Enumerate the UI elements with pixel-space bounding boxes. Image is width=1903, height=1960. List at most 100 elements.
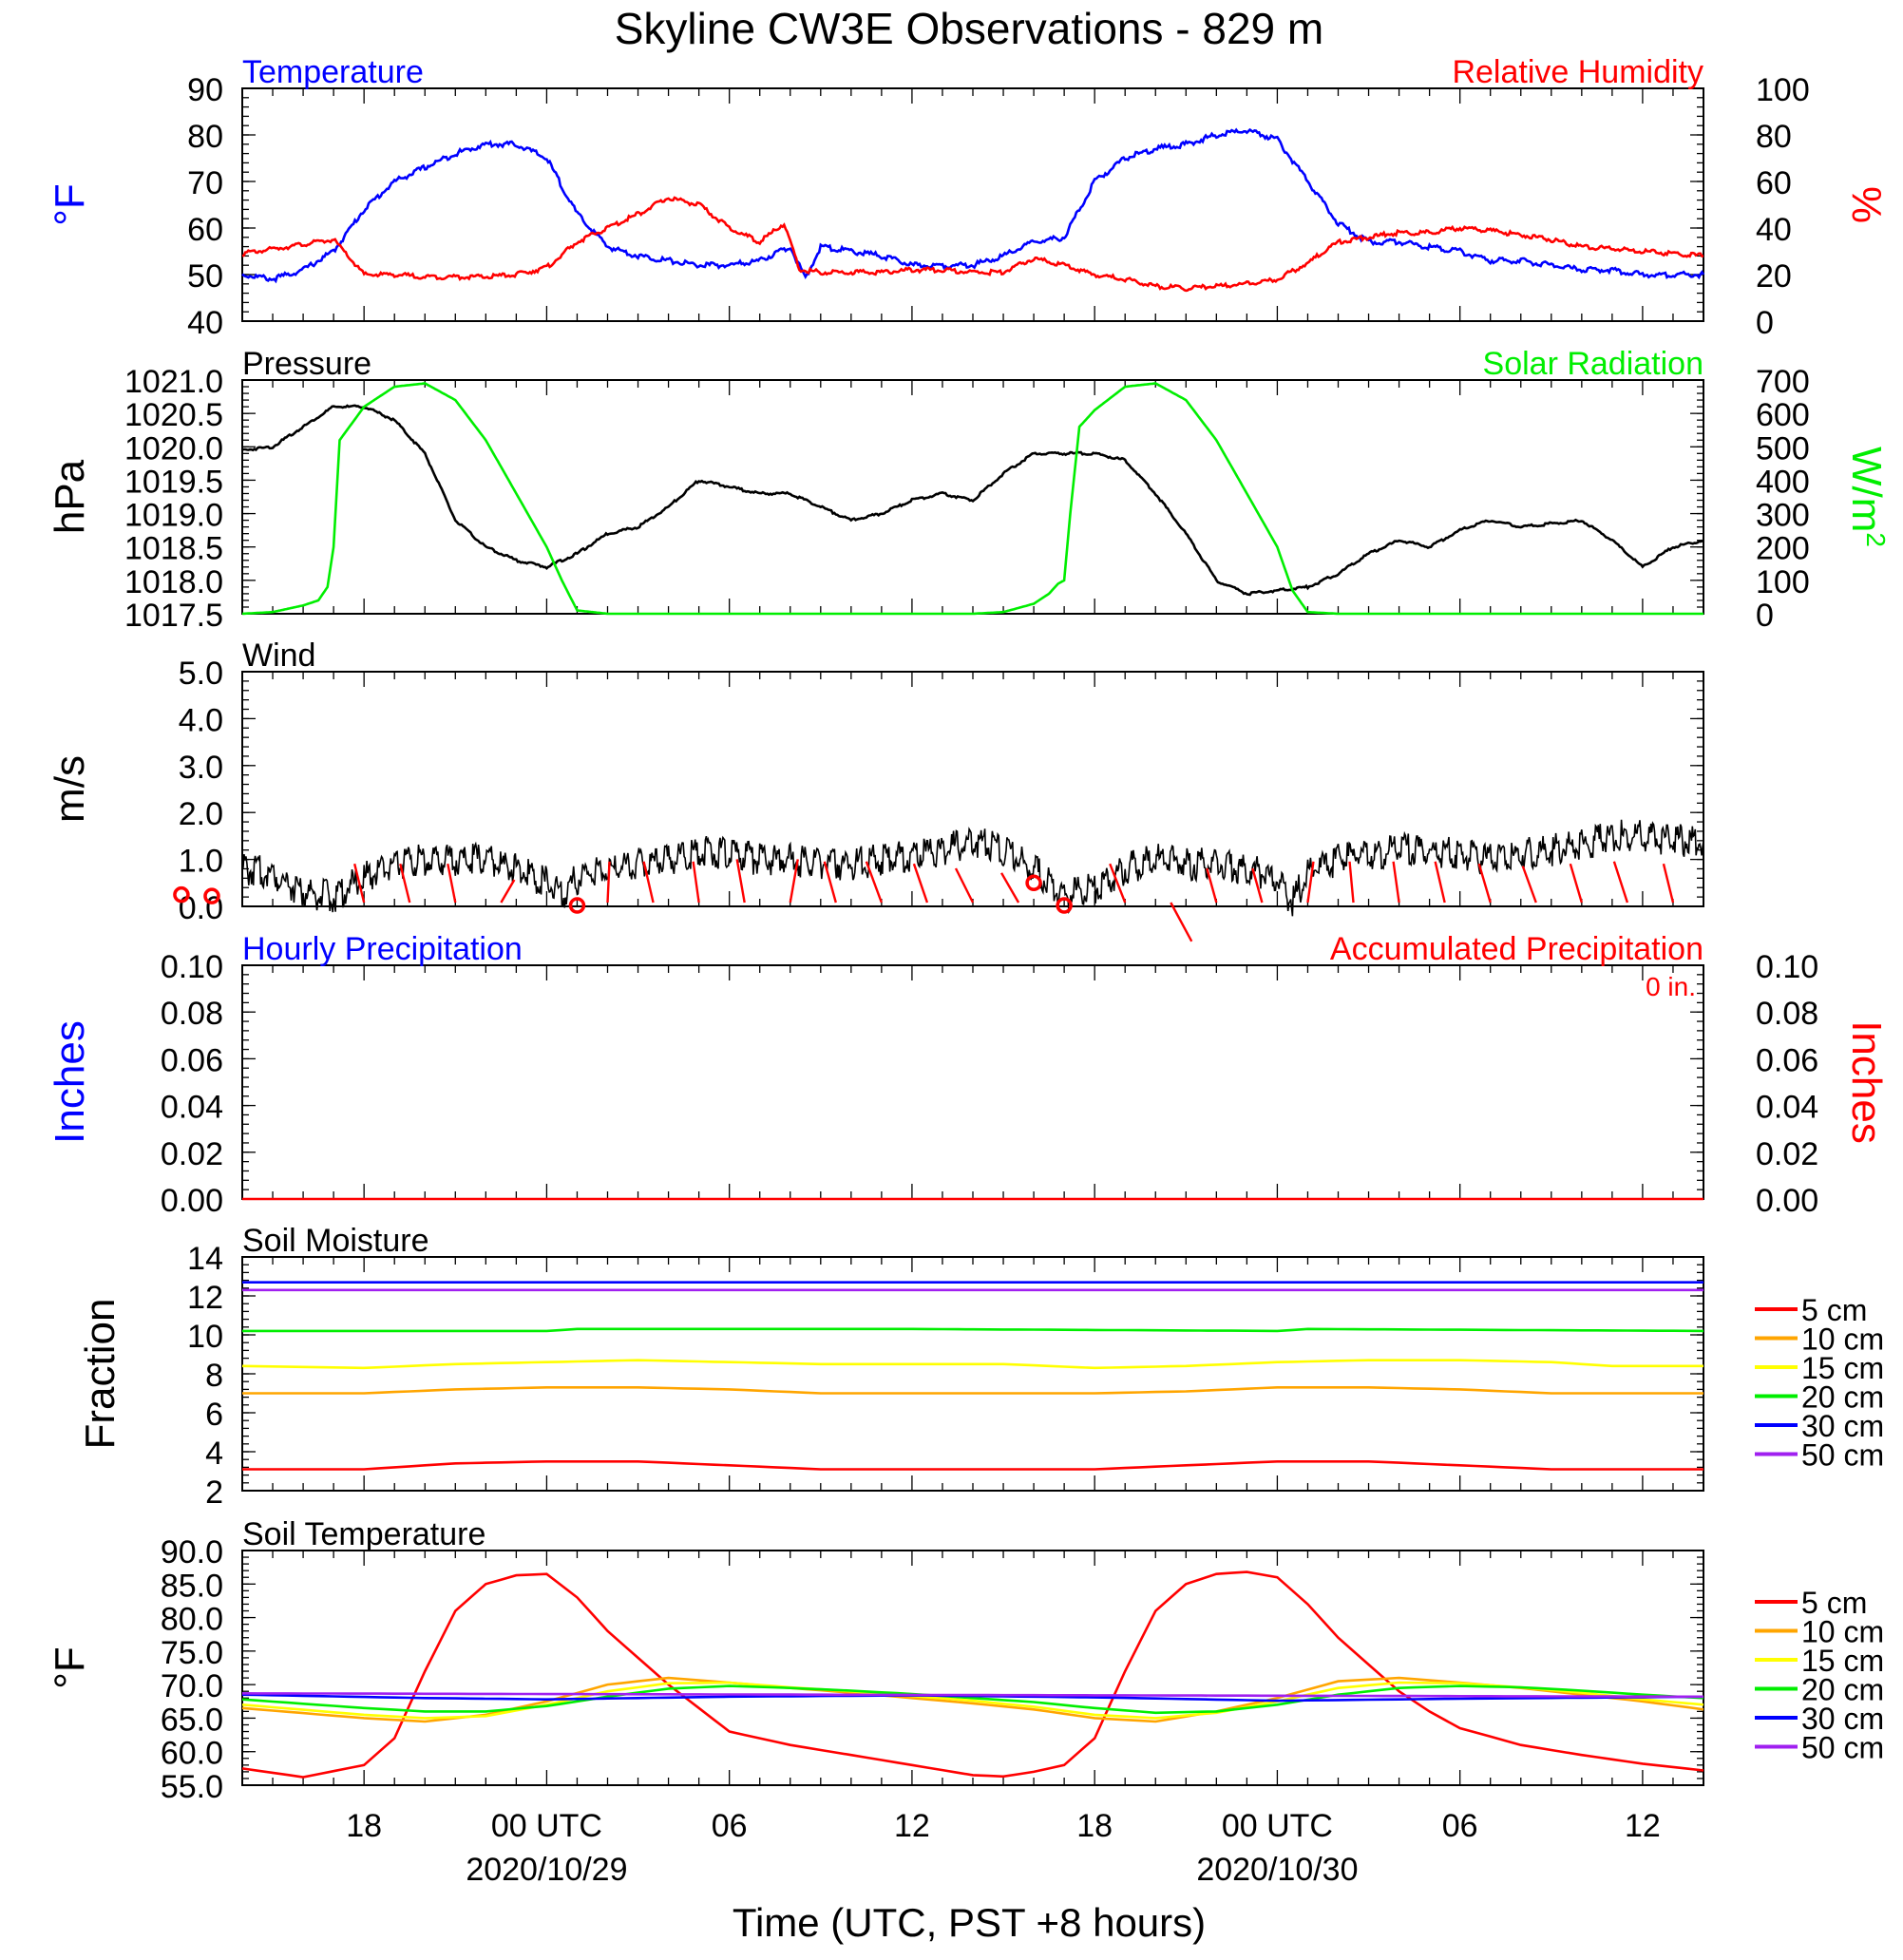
y-tick-label-left: 55.0 xyxy=(161,1769,223,1805)
x-tick-label: 18 xyxy=(346,1808,382,1844)
y-tick-label-left: 1018.5 xyxy=(124,531,223,567)
x-tick-label: 12 xyxy=(1625,1808,1661,1844)
legend-label: 15 cm xyxy=(1801,1644,1884,1678)
y-tick-label-left: 14 xyxy=(187,1241,223,1277)
wind-barb xyxy=(1251,867,1264,904)
y-tick-label-right: 500 xyxy=(1756,430,1810,466)
legend-label: 20 cm xyxy=(1801,1380,1884,1415)
y-tick-label-left: 90.0 xyxy=(161,1534,223,1570)
wind-barb xyxy=(1306,861,1315,904)
panel-title-right: Accumulated Precipitation xyxy=(1330,931,1703,967)
y-axis-label-left: °F xyxy=(47,1646,93,1688)
wind-barb xyxy=(692,861,700,904)
y-axis-label-left: Inches xyxy=(47,1020,93,1144)
series-20-cm xyxy=(242,1327,1704,1333)
wind-barb xyxy=(1109,863,1127,904)
y-tick-label-left: 50 xyxy=(187,258,223,295)
panel-title-left: Wind xyxy=(242,637,315,674)
legend-label: 30 cm xyxy=(1801,1409,1884,1443)
legend-label: 5 cm xyxy=(1801,1586,1867,1620)
legend-label: 50 cm xyxy=(1801,1731,1884,1765)
precip-total-label: 0 in. xyxy=(1646,972,1696,1001)
plot-frame xyxy=(241,379,1704,615)
panel-title-left: Soil Moisture xyxy=(242,1223,429,1259)
wind-barb xyxy=(912,863,929,904)
legend-label: 30 cm xyxy=(1801,1702,1884,1736)
y-tick-label-left: 1019.0 xyxy=(124,498,223,534)
series-15-cm xyxy=(241,1681,1704,1720)
series-pressure xyxy=(241,404,1704,597)
legend-label: 15 cm xyxy=(1801,1351,1884,1385)
legend-label: 5 cm xyxy=(1801,1293,1867,1327)
y-tick-label-left: 1017.5 xyxy=(124,598,223,634)
y-tick-label-left: 2 xyxy=(205,1475,223,1511)
wind-barb xyxy=(1170,902,1193,942)
y-tick-label-left: 65.0 xyxy=(161,1702,223,1738)
wind-barb xyxy=(1000,872,1020,904)
y-tick-label-right: 80 xyxy=(1756,119,1792,155)
wind-barb xyxy=(1612,861,1629,904)
y-axis-label-left: hPa xyxy=(47,459,93,534)
x-tick-label: 18 xyxy=(1076,1808,1113,1844)
plot-frame xyxy=(241,1550,1704,1786)
y-tick-label-left: 1.0 xyxy=(179,844,223,880)
y-tick-label-right: 400 xyxy=(1756,464,1810,500)
series-solar-radiation xyxy=(241,382,1703,616)
wind-barb xyxy=(1521,866,1537,904)
calm-wind-circle xyxy=(1056,897,1073,914)
legend-label: 10 cm xyxy=(1801,1615,1884,1649)
y-tick-label-left: 10 xyxy=(187,1319,223,1355)
y-tick-label-left: 0.08 xyxy=(161,996,223,1032)
y-axis-label-left: m/s xyxy=(47,755,93,823)
y-tick-label-left: 1020.0 xyxy=(124,430,223,466)
wind-barb xyxy=(1477,863,1492,904)
y-tick-label-left: 70.0 xyxy=(161,1668,223,1704)
series-50-cm xyxy=(241,1692,1703,1699)
plot-frame xyxy=(241,671,1704,907)
y-tick-label-left: 5.0 xyxy=(179,656,223,692)
y-tick-label-left: 80.0 xyxy=(161,1602,223,1638)
y-axis-label-right: % xyxy=(1843,186,1890,223)
plot-frame xyxy=(241,1256,1704,1492)
y-tick-label-left: 70 xyxy=(187,165,223,201)
y-tick-label-left: 60 xyxy=(187,212,223,248)
series-20-cm xyxy=(241,1684,1704,1715)
series-5-cm xyxy=(242,1460,1703,1471)
panel-title-left: Hourly Precipitation xyxy=(242,931,523,967)
y-tick-label-left: 80 xyxy=(187,119,223,155)
y-tick-label-left: 12 xyxy=(187,1280,223,1316)
y-tick-label-right: 100 xyxy=(1756,72,1810,108)
y-axis-label-left: °F xyxy=(47,183,93,225)
y-tick-label-left: 85.0 xyxy=(161,1568,223,1604)
y-tick-label-left: 90 xyxy=(187,72,223,108)
y-tick-label-left: 0.10 xyxy=(161,949,223,985)
y-tick-label-right: 0.00 xyxy=(1756,1183,1818,1219)
x-date-label: 2020/10/30 xyxy=(1196,1852,1358,1888)
y-tick-label-right: 0.04 xyxy=(1756,1090,1818,1126)
y-tick-label-right: 0.06 xyxy=(1756,1042,1818,1078)
y-tick-label-left: 0.00 xyxy=(161,1183,223,1219)
series-10-cm xyxy=(242,1386,1703,1395)
x-tick-label: 06 xyxy=(712,1808,748,1844)
y-tick-label-left: 2.0 xyxy=(179,796,223,832)
time-axis: 18 00 UTC 2020/10/29 06 12 18 00 UTC 2020/10/30… xyxy=(346,1808,1661,1888)
y-tick-label-left: 3.0 xyxy=(179,750,223,786)
x-tick-label: 00 UTC xyxy=(1222,1808,1333,1844)
x-axis-label: Time (UTC, PST +8 hours) xyxy=(733,1900,1206,1945)
y-tick-label-left: 4.0 xyxy=(179,702,223,738)
legend-label: 20 cm xyxy=(1801,1673,1884,1707)
x-tick-label: 00 UTC xyxy=(491,1808,602,1844)
y-tick-label-left: 0.02 xyxy=(161,1136,223,1172)
wind-barb xyxy=(1569,863,1583,904)
wind-barb xyxy=(353,863,366,904)
y-tick-label-right: 20 xyxy=(1756,258,1792,295)
panel-soil-temperature: 55.060.065.070.075.080.085.090.0 Soil Tem… xyxy=(47,1516,1884,1805)
y-tick-label-left: 0.04 xyxy=(161,1090,223,1126)
panel-precipitation: 0.00 0.02 0.04 0.06 0.08 0.10 0.00 0.02 0.04 0.06… xyxy=(47,931,1890,1219)
wind-barb xyxy=(399,863,411,904)
y-axis-label-right: W/m2 xyxy=(1843,447,1892,547)
y-tick-label-left: 0.06 xyxy=(161,1042,223,1078)
x-tick-label: 12 xyxy=(894,1808,930,1844)
y-tick-label-left: 0.0 xyxy=(179,890,223,926)
